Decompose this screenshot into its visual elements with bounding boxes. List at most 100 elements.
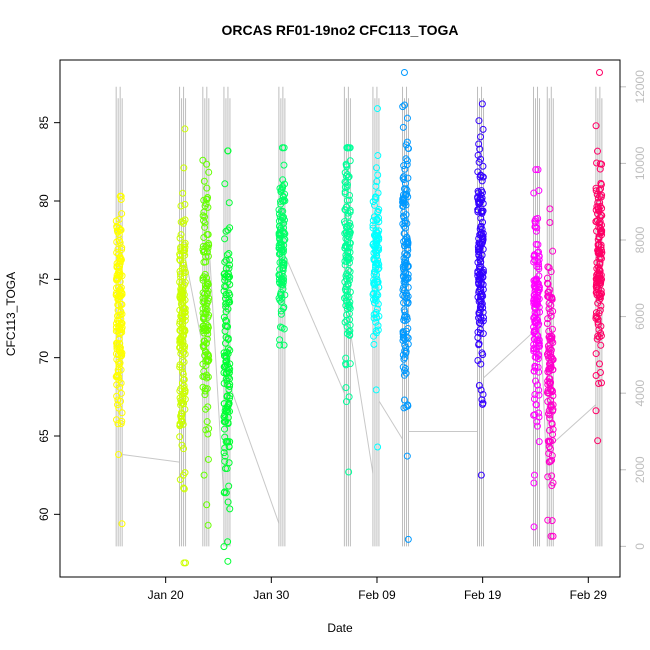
data-point xyxy=(531,309,539,317)
data-point xyxy=(201,347,209,355)
data-point xyxy=(199,274,207,282)
data-point xyxy=(402,141,410,149)
data-point xyxy=(375,283,383,291)
data-point xyxy=(597,241,605,249)
data-point xyxy=(535,248,543,256)
data-point xyxy=(534,241,542,249)
data-point xyxy=(545,443,553,451)
data-point xyxy=(479,281,487,289)
data-point xyxy=(535,368,543,376)
data-point xyxy=(477,262,485,270)
data-point xyxy=(479,218,487,226)
data-point xyxy=(548,388,556,396)
data-point xyxy=(533,381,541,389)
data-point xyxy=(223,322,231,330)
data-point xyxy=(597,379,605,387)
data-point xyxy=(114,227,122,235)
data-point xyxy=(346,360,354,368)
data-point xyxy=(204,194,212,202)
data-point xyxy=(115,215,123,223)
data-point xyxy=(176,234,184,242)
data-point xyxy=(117,315,125,323)
y-tick-label: 65 xyxy=(37,429,51,443)
data-point xyxy=(400,162,408,170)
data-point xyxy=(370,311,378,319)
data-point xyxy=(118,326,126,334)
data-point xyxy=(594,437,602,445)
data-point xyxy=(221,444,229,452)
data-point xyxy=(226,392,234,400)
data-point xyxy=(220,489,228,497)
data-point xyxy=(177,401,185,409)
data-point xyxy=(200,367,208,375)
data-point xyxy=(592,122,600,130)
data-point xyxy=(114,351,122,359)
data-point xyxy=(224,498,232,506)
data-point xyxy=(400,195,408,203)
data-point xyxy=(342,361,350,369)
data-point xyxy=(535,272,543,280)
x-tick-label: Jan 30 xyxy=(253,588,289,602)
data-point xyxy=(181,327,189,335)
data-point xyxy=(114,295,122,303)
altitude-transit-line xyxy=(122,453,180,463)
data-point xyxy=(180,385,188,393)
data-point xyxy=(204,455,212,463)
data-point xyxy=(221,352,229,360)
data-point xyxy=(531,390,539,398)
data-point xyxy=(181,395,189,403)
data-point xyxy=(279,278,287,286)
altitude-transit-line xyxy=(229,385,280,524)
data-point xyxy=(476,198,484,206)
data-point xyxy=(475,314,483,322)
data-point xyxy=(400,273,408,281)
data-point xyxy=(279,176,287,184)
data-point xyxy=(341,261,349,269)
data-point xyxy=(344,256,352,264)
data-point xyxy=(545,333,553,341)
data-point xyxy=(547,362,555,370)
data-point xyxy=(374,300,382,308)
data-point xyxy=(530,252,538,260)
data-point xyxy=(224,557,232,565)
data-point xyxy=(545,264,553,272)
data-point xyxy=(535,438,543,446)
data-point xyxy=(118,520,126,528)
data-point xyxy=(344,212,352,220)
x-tick-label: Feb 09 xyxy=(358,588,396,602)
data-point xyxy=(544,352,552,360)
data-point xyxy=(548,420,556,428)
data-point xyxy=(179,305,187,313)
data-point xyxy=(593,274,601,282)
data-point xyxy=(595,333,603,341)
data-point xyxy=(547,379,555,387)
data-point xyxy=(596,165,604,173)
data-point xyxy=(114,420,122,428)
altitude-transit-line xyxy=(483,331,534,379)
data-point xyxy=(226,261,234,269)
data-point xyxy=(595,248,603,256)
data-point xyxy=(549,479,557,487)
data-point xyxy=(373,105,381,113)
data-point xyxy=(597,185,605,193)
data-point xyxy=(220,418,228,426)
data-point xyxy=(342,242,350,250)
data-point xyxy=(179,471,187,479)
data-point xyxy=(370,295,378,303)
data-point xyxy=(224,419,232,427)
data-point xyxy=(594,270,602,278)
data-point xyxy=(598,160,606,168)
data-point xyxy=(179,297,187,305)
data-point xyxy=(224,538,232,546)
data-point xyxy=(275,271,283,279)
data-point xyxy=(204,357,212,365)
data-point xyxy=(181,305,189,313)
data-point xyxy=(532,401,540,409)
data-point xyxy=(223,465,231,473)
data-point xyxy=(118,328,126,336)
data-point xyxy=(401,258,409,266)
data-point xyxy=(203,385,211,393)
data-point xyxy=(478,396,486,404)
data-point xyxy=(545,458,553,466)
